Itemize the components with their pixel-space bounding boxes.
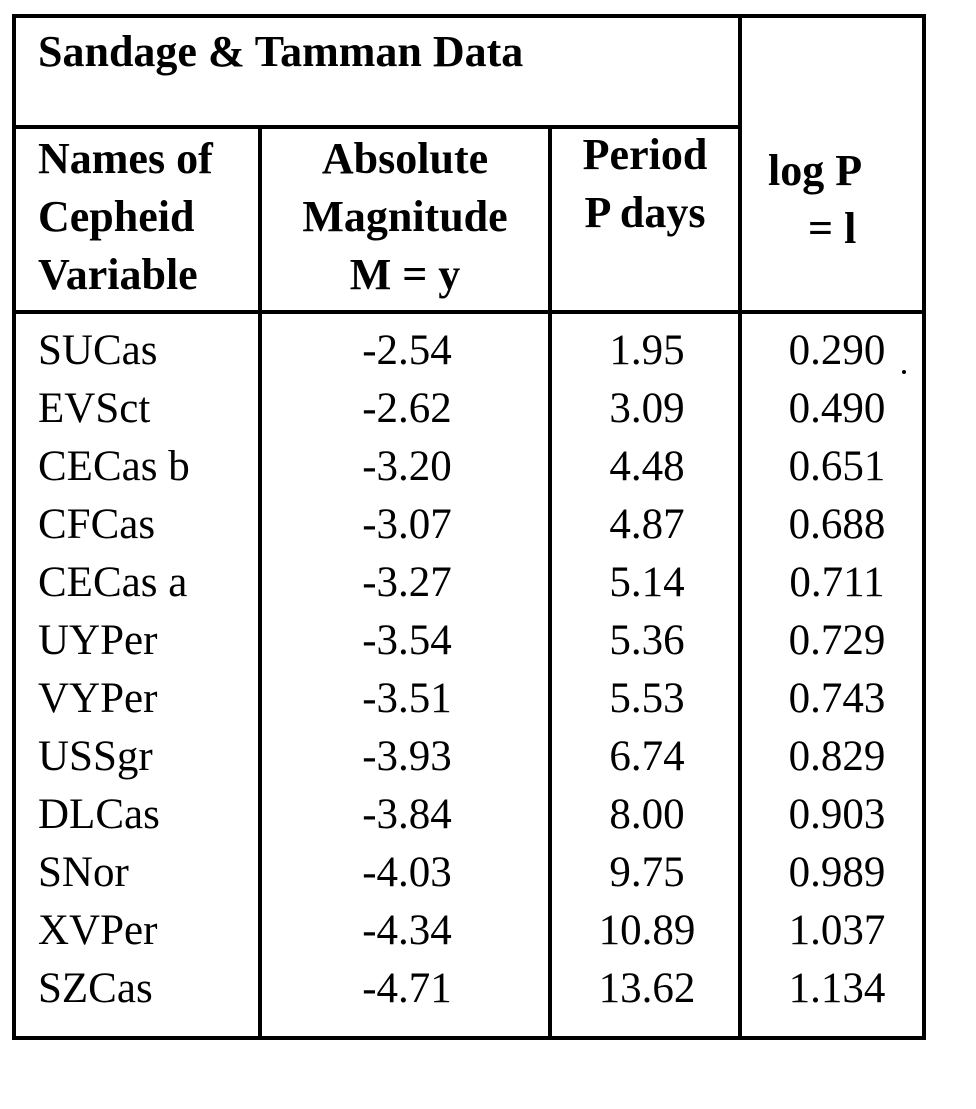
- cell-magnitude: -3.54: [362, 617, 452, 664]
- table-title: Sandage & Tamman Data: [38, 27, 524, 76]
- title-divider: [12, 125, 742, 129]
- cell-period: 5.36: [609, 617, 685, 664]
- cell-period: 1.95: [609, 327, 685, 374]
- cell-name: SNor: [38, 849, 129, 896]
- cell-log-period: 0.989: [788, 849, 886, 896]
- cell-name: VYPer: [38, 675, 158, 722]
- header-magnitude-line1: Absolute: [321, 134, 489, 183]
- stray-dot: [902, 370, 906, 374]
- cell-log-period: 0.490: [788, 385, 886, 432]
- cell-period: 3.09: [609, 385, 685, 432]
- cell-log-period: 0.688: [788, 501, 886, 548]
- cell-log-period: 0.290: [788, 327, 886, 374]
- cell-log-period: 0.829: [788, 733, 886, 780]
- header-divider: [12, 310, 926, 314]
- cell-period: 8.00: [609, 791, 685, 838]
- cell-period: 4.87: [609, 501, 685, 548]
- header-period: Period P days: [552, 126, 738, 242]
- cell-period: 10.89: [598, 907, 696, 954]
- cell-magnitude: -3.93: [362, 733, 452, 780]
- cell-magnitude: -4.71: [362, 965, 452, 1012]
- cell-log-period: 0.711: [789, 559, 885, 606]
- cell-name: SZCas: [38, 965, 153, 1012]
- cell-magnitude: -3.51: [362, 675, 452, 722]
- cell-magnitude: -3.20: [362, 443, 452, 490]
- cell-log-period: 0.651: [788, 443, 886, 490]
- cell-log-period: 1.037: [788, 907, 886, 954]
- column-names: SUCas EVSct CECas b CFCas CECas a UYPer VYPer U…: [38, 322, 190, 1018]
- cell-name: SUCas: [38, 327, 158, 374]
- header-names: Names of Cepheid Variable: [38, 130, 213, 304]
- cell-magnitude: -3.07: [362, 501, 452, 548]
- col-divider-3: [738, 14, 742, 1040]
- cell-magnitude: -4.34: [362, 907, 452, 954]
- cell-magnitude: -3.84: [362, 791, 452, 838]
- header-magnitude-line2: Magnitude: [302, 192, 508, 241]
- cell-period: 6.74: [609, 733, 685, 780]
- header-names-line2: Cepheid: [38, 192, 195, 241]
- cell-period: 5.14: [609, 559, 685, 606]
- cell-magnitude: -2.54: [362, 327, 452, 374]
- column-magnitude: -2.54 -2.62 -3.20 -3.07 -3.27 -3.54 -3.51 -3.93…: [262, 322, 552, 1018]
- cell-name: EVSct: [38, 385, 151, 432]
- border-left: [12, 14, 16, 1040]
- cell-period: 4.48: [609, 443, 685, 490]
- header-magnitude-line3: M = y: [349, 250, 461, 299]
- cell-log-period: 0.903: [788, 791, 886, 838]
- cell-name: XVPer: [38, 907, 158, 954]
- header-period-line1: Period: [582, 130, 708, 179]
- header-names-line1: Names of: [38, 134, 213, 183]
- col-divider-1: [258, 125, 262, 1040]
- cell-name: UYPer: [38, 617, 158, 664]
- border-top: [12, 14, 926, 18]
- cell-name: CFCas: [38, 501, 156, 548]
- col-divider-2: [548, 125, 552, 1040]
- cell-name: CECas a: [38, 559, 188, 606]
- cell-magnitude: -3.27: [362, 559, 452, 606]
- border-right: [922, 14, 926, 1040]
- header-log-line1: log P: [768, 146, 863, 195]
- column-period: 1.95 3.09 4.48 4.87 5.14 5.36 5.53 6.74 8.00 9.75…: [552, 322, 742, 1018]
- border-bottom: [12, 1036, 926, 1040]
- cell-period: 13.62: [598, 965, 696, 1012]
- header-magnitude: Absolute Magnitude M = y: [262, 130, 548, 304]
- cell-name: DLCas: [38, 791, 160, 838]
- header-log: log P = l: [768, 142, 928, 258]
- cell-name: USSgr: [38, 733, 153, 780]
- column-log-period: 0.290 0.490 0.651 0.688 0.711 0.729 0.743 0.829…: [742, 322, 932, 1018]
- cell-log-period: 0.729: [788, 617, 886, 664]
- header-names-line3: Variable: [38, 250, 198, 299]
- cell-period: 9.75: [609, 849, 685, 896]
- cell-magnitude: -4.03: [362, 849, 452, 896]
- cell-log-period: 0.743: [788, 675, 886, 722]
- header-log-line2: = l: [808, 204, 857, 253]
- cell-magnitude: -2.62: [362, 385, 452, 432]
- cell-period: 5.53: [609, 675, 685, 722]
- cell-log-period: 1.134: [788, 965, 886, 1012]
- header-period-line2: P days: [584, 188, 706, 237]
- cell-name: CECas b: [38, 443, 190, 490]
